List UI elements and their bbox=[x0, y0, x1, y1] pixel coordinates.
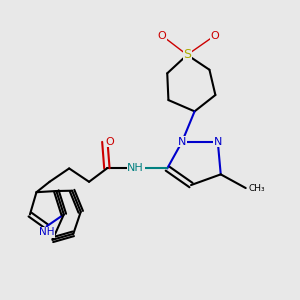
Text: O: O bbox=[158, 31, 166, 40]
Text: N: N bbox=[178, 137, 186, 147]
Text: O: O bbox=[106, 137, 115, 147]
Text: NH: NH bbox=[128, 164, 144, 173]
Text: S: S bbox=[183, 48, 191, 62]
Text: CH₃: CH₃ bbox=[249, 184, 265, 193]
Text: O: O bbox=[210, 31, 219, 40]
Text: N: N bbox=[214, 137, 222, 147]
Text: NH: NH bbox=[39, 227, 54, 237]
